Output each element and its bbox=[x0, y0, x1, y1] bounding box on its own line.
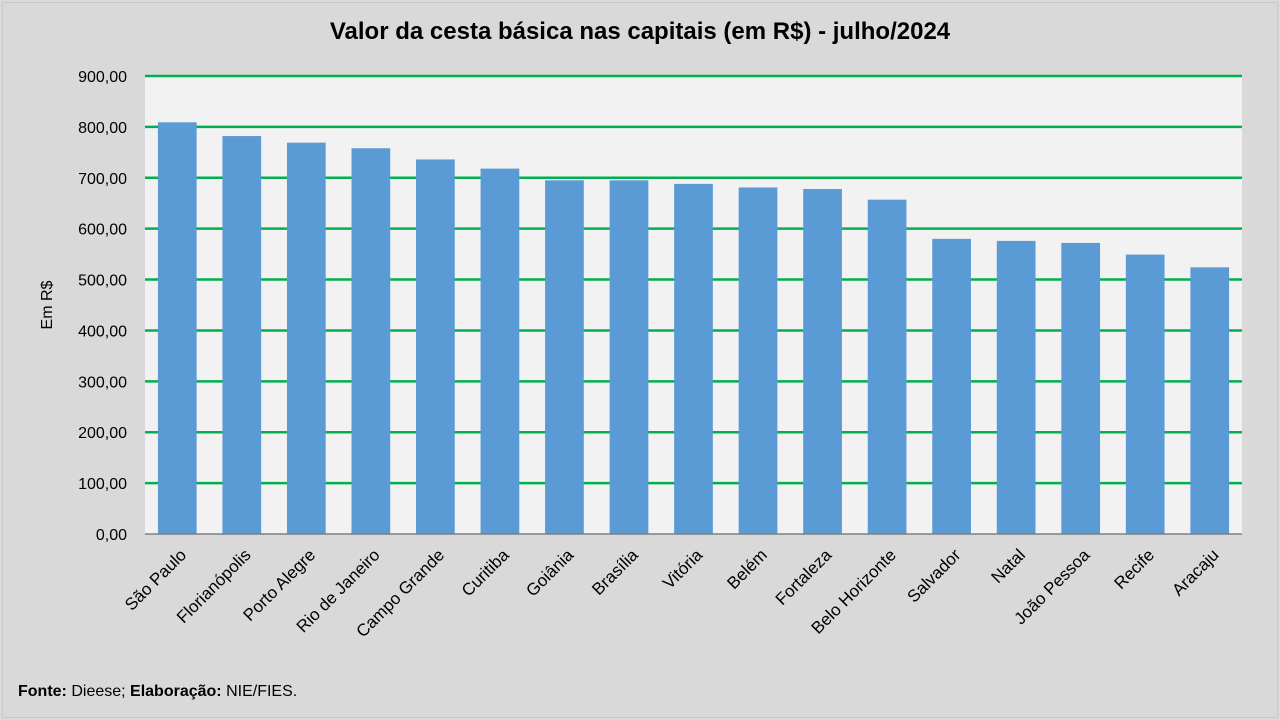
bar bbox=[416, 159, 455, 535]
bar bbox=[480, 168, 520, 534]
bar bbox=[351, 148, 391, 535]
bar bbox=[996, 240, 1036, 534]
y-tick-label: 500,00 bbox=[78, 273, 127, 290]
x-tick-label: São Paulo bbox=[121, 545, 190, 614]
x-tick-label: Aracaju bbox=[1168, 545, 1222, 599]
x-tick-label: Fortaleza bbox=[772, 545, 836, 609]
bar bbox=[1125, 254, 1165, 534]
x-tick-label: Brasília bbox=[588, 545, 642, 599]
y-tick-label: 400,00 bbox=[78, 323, 127, 340]
y-tick-label: 200,00 bbox=[78, 425, 127, 442]
y-tick-label: 600,00 bbox=[78, 222, 127, 239]
bar bbox=[738, 187, 778, 535]
bar bbox=[545, 180, 584, 535]
y-axis-ticks: 0,00 100,00 200,00 300,00 400,00 500,00 600,00… bbox=[78, 69, 127, 544]
bar bbox=[674, 183, 713, 534]
y-tick-label: 800,00 bbox=[78, 120, 127, 137]
x-tick-label: Salvador bbox=[904, 545, 965, 606]
y-tick-label: 300,00 bbox=[78, 374, 127, 391]
bar bbox=[157, 122, 197, 534]
y-tick-label: 700,00 bbox=[78, 171, 127, 188]
source-value: Dieese; bbox=[71, 683, 126, 700]
source-label: Fonte: bbox=[18, 683, 67, 700]
y-tick-label: 0,00 bbox=[96, 527, 127, 544]
bar bbox=[222, 136, 262, 534]
x-tick-label: Vitória bbox=[659, 545, 707, 593]
bar bbox=[286, 142, 326, 535]
y-axis-label: Em R$ bbox=[39, 280, 56, 329]
x-tick-label: Natal bbox=[987, 545, 1028, 586]
bar bbox=[609, 180, 649, 535]
x-tick-label: Belém bbox=[723, 545, 771, 593]
x-tick-label: Goiânia bbox=[522, 545, 577, 600]
bar bbox=[1061, 242, 1101, 534]
x-tick-label: Recife bbox=[1111, 545, 1159, 593]
source-note: Fonte: Dieese; Elaboração: NIE/FIES. bbox=[18, 683, 297, 701]
chart-title: Valor da cesta básica nas capitais (em R… bbox=[329, 18, 951, 45]
y-tick-label: 900,00 bbox=[78, 69, 127, 86]
bar bbox=[932, 238, 971, 534]
elaboration-label: Elaboração: bbox=[130, 683, 222, 700]
bar bbox=[867, 199, 907, 534]
bars bbox=[157, 122, 1230, 535]
bar bbox=[803, 188, 842, 534]
elaboration-value: NIE/FIES. bbox=[226, 683, 298, 700]
x-tick-label: Curitiba bbox=[458, 545, 513, 600]
y-tick-label: 100,00 bbox=[78, 476, 127, 493]
bar bbox=[1190, 267, 1230, 534]
